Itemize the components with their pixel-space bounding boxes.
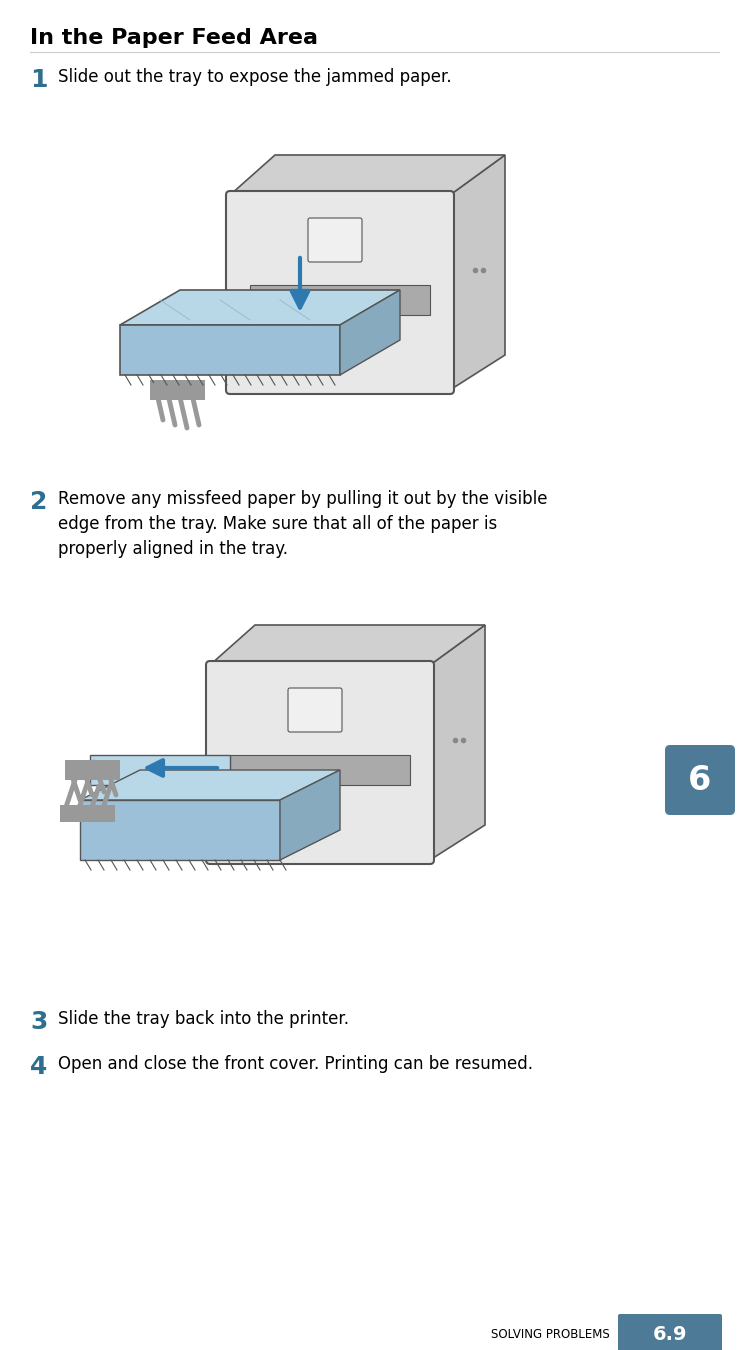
Text: Open and close the front cover. Printing can be resumed.: Open and close the front cover. Printing… (58, 1054, 533, 1073)
Polygon shape (80, 801, 280, 860)
FancyBboxPatch shape (288, 688, 342, 732)
Text: 6.9: 6.9 (652, 1326, 688, 1345)
Polygon shape (430, 625, 485, 860)
Polygon shape (150, 379, 205, 400)
Polygon shape (90, 755, 230, 784)
Polygon shape (230, 155, 505, 194)
Text: 4: 4 (30, 1054, 47, 1079)
Polygon shape (80, 769, 340, 801)
Text: 1: 1 (30, 68, 47, 92)
Polygon shape (120, 290, 400, 325)
Text: Slide the tray back into the printer.: Slide the tray back into the printer. (58, 1010, 349, 1027)
Text: 6: 6 (688, 764, 712, 796)
Text: 3: 3 (30, 1010, 47, 1034)
Polygon shape (65, 760, 120, 780)
Polygon shape (280, 769, 340, 860)
FancyBboxPatch shape (308, 217, 362, 262)
Polygon shape (210, 625, 485, 666)
Polygon shape (120, 325, 340, 375)
FancyBboxPatch shape (206, 662, 434, 864)
Text: 2: 2 (30, 490, 47, 514)
Polygon shape (450, 155, 505, 390)
Polygon shape (60, 805, 115, 822)
Text: In the Paper Feed Area: In the Paper Feed Area (30, 28, 318, 49)
Text: Remove any missfeed paper by pulling it out by the visible
edge from the tray. M: Remove any missfeed paper by pulling it … (58, 490, 548, 558)
Text: SOLVING PROBLEMS: SOLVING PROBLEMS (491, 1328, 610, 1342)
FancyBboxPatch shape (226, 190, 454, 394)
FancyBboxPatch shape (665, 745, 735, 815)
Text: Slide out the tray to expose the jammed paper.: Slide out the tray to expose the jammed … (58, 68, 452, 86)
Polygon shape (250, 285, 430, 315)
Polygon shape (230, 755, 410, 784)
Polygon shape (340, 290, 400, 375)
FancyBboxPatch shape (618, 1314, 722, 1350)
